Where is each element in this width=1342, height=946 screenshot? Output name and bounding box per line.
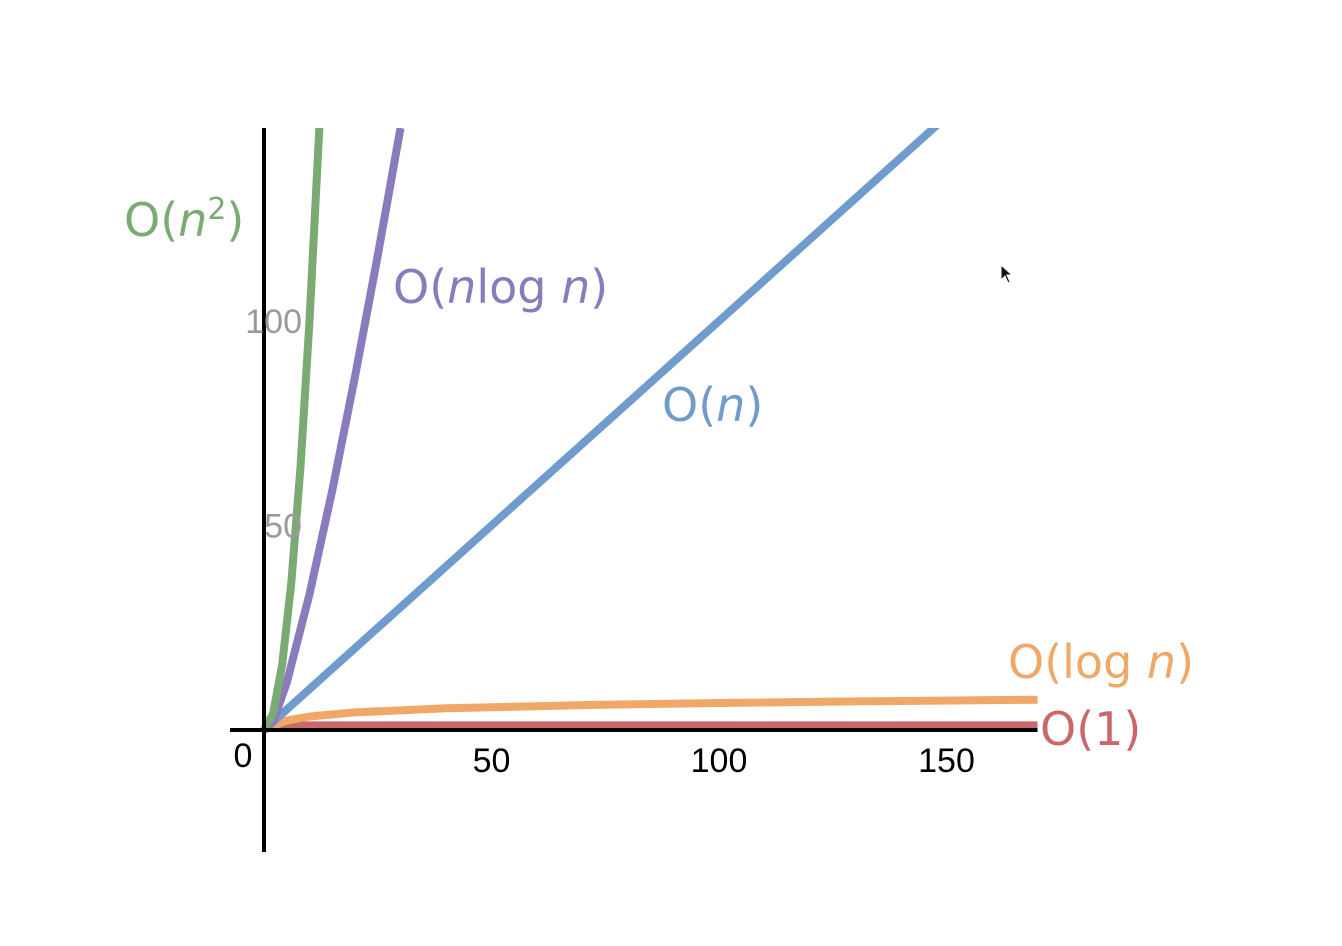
x-tick-label: 100	[691, 742, 748, 780]
series-label-o-n: O(n2)	[124, 192, 244, 248]
y-tick-label: 50	[264, 508, 302, 546]
mouse-pointer-icon	[1000, 264, 1014, 284]
origin-label: 0	[234, 737, 253, 775]
series-label-o-1: O(1)	[1040, 702, 1141, 756]
series-label-o-nlog-n: O(nlog n)	[393, 260, 608, 314]
series-curves	[260, 128, 1038, 734]
x-tick-label: 50	[473, 742, 511, 780]
tick-labels: 50 100 150 0 50 100	[234, 303, 975, 780]
series-line-o-n	[260, 128, 324, 732]
series-line-o-n	[261, 128, 940, 733]
x-tick-label: 150	[918, 742, 975, 780]
series-label-o-n: O(n)	[662, 378, 763, 432]
y-tick-label: 100	[245, 303, 302, 341]
axes	[230, 128, 1038, 852]
series-labels: O(1) O(log n) O(n) O(nlog n) O(n2)	[124, 192, 1194, 757]
series-label-o-log-n: O(log n)	[1008, 635, 1194, 689]
series-line-o-log-n	[262, 695, 1038, 734]
